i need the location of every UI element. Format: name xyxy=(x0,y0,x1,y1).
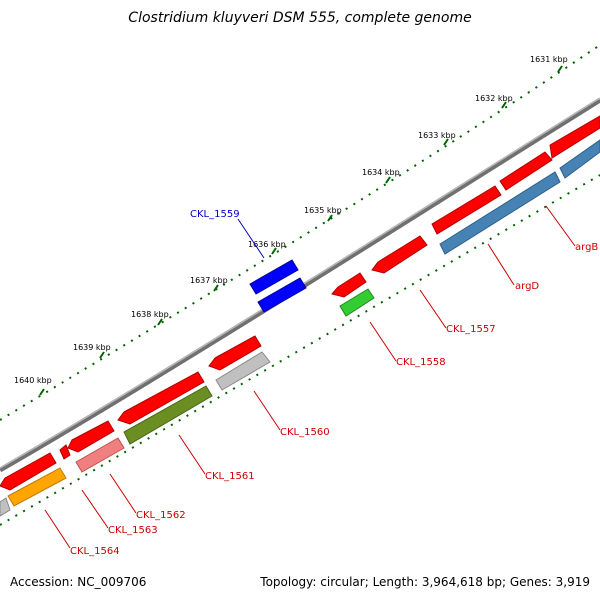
cds-arrow-argD[interactable] xyxy=(439,171,561,255)
topology-value: circular xyxy=(320,575,365,589)
forward-strand-genes xyxy=(0,115,600,491)
tick-label: 1634 kbp xyxy=(362,168,400,177)
reverse-strand-genes xyxy=(0,139,600,517)
cds-arrow-CKL_1558[interactable] xyxy=(339,288,375,317)
major-ticks xyxy=(39,65,563,396)
cds-arrow-CKL_1561[interactable] xyxy=(123,385,213,445)
cds-arrow-CKL_1563[interactable] xyxy=(75,437,125,473)
cds-arrow-fwd[interactable] xyxy=(431,185,502,235)
cds-arrow-CKL_1562-fwd[interactable] xyxy=(67,420,115,453)
major-tick xyxy=(157,318,163,326)
leader-CKL_1561 xyxy=(178,434,206,475)
tick-label: 1631 kbp xyxy=(530,55,568,64)
cds-arrow-CKL_1560[interactable] xyxy=(215,351,271,391)
tick-label: 1633 kbp xyxy=(418,131,456,140)
leader-CKL_1559 xyxy=(237,218,265,259)
cds-arrow-CKL_1559-a[interactable] xyxy=(249,259,299,295)
leader-CKL_1558 xyxy=(369,321,397,362)
outer-tick-arc xyxy=(0,44,600,421)
accession-label: Accession: xyxy=(10,575,74,589)
cds-arrow-CKL_1558-fwd[interactable] xyxy=(331,272,367,298)
gene-label-CKL_1561[interactable]: CKL_1561 xyxy=(205,471,255,482)
tick-label: 1638 kbp xyxy=(131,310,169,319)
major-tick xyxy=(99,351,105,359)
leader-CKL_1557 xyxy=(419,289,447,329)
cds-arrow-CKL_1564-fwd[interactable] xyxy=(0,452,57,491)
cds-arrow-CKL_1557[interactable] xyxy=(371,235,428,274)
label-leaders xyxy=(44,205,576,549)
tick-label: 1640 kbp xyxy=(14,376,52,385)
leader-argD xyxy=(487,243,515,286)
accession-value: NC_009706 xyxy=(77,575,147,589)
genes-label: Genes: xyxy=(509,575,552,589)
cds-arrow-argB-fwd[interactable] xyxy=(549,115,600,159)
gene-CKL_1559-group xyxy=(249,259,307,313)
cds-arrow-CKL_1560-fwd[interactable] xyxy=(208,335,262,371)
leader-argB xyxy=(545,205,576,247)
cds-arrow-small-fwd[interactable] xyxy=(59,444,71,460)
leader-CKL_1560 xyxy=(253,390,281,431)
gene-label-CKL_1564[interactable]: CKL_1564 xyxy=(70,546,120,557)
tick-label: 1636 kbp xyxy=(248,240,286,249)
leader-CKL_1562 xyxy=(109,473,137,514)
accession-info: Accession: NC_009706 xyxy=(10,575,146,589)
gene-label-CKL_1559[interactable]: CKL_1559 xyxy=(190,209,240,220)
gene-label-argB[interactable]: argB xyxy=(575,242,598,253)
major-tick xyxy=(501,101,507,109)
leader-CKL_1564 xyxy=(44,509,71,549)
leader-CKL_1563 xyxy=(81,489,109,529)
tick-label: 1637 kbp xyxy=(190,276,228,285)
cds-arrow-argB[interactable] xyxy=(559,139,600,179)
gene-labels: argB argD CKL_1557 CKL_1558 CKL_1559 CKL… xyxy=(70,209,598,557)
tick-label: 1632 kbp xyxy=(475,94,513,103)
major-tick xyxy=(213,284,219,292)
length-value: 3,964,618 bp xyxy=(421,575,502,589)
genes-value: 3,919 xyxy=(555,575,590,589)
major-tick xyxy=(443,138,449,146)
gene-label-CKL_1557[interactable]: CKL_1557 xyxy=(446,324,496,335)
length-label: Length: xyxy=(372,575,419,589)
page-title: Clostridium kluyveri DSM 555, complete g… xyxy=(128,10,472,26)
cds-arrow-edge[interactable] xyxy=(0,497,11,517)
gene-label-argD[interactable]: argD xyxy=(515,281,539,292)
cds-arrow-CKL_1561-fwd[interactable] xyxy=(117,371,205,425)
major-tick xyxy=(39,388,45,396)
major-tick xyxy=(327,214,333,222)
gene-label-CKL_1562[interactable]: CKL_1562 xyxy=(136,510,186,521)
tick-label: 1635 kbp xyxy=(304,206,342,215)
tick-label: 1639 kbp xyxy=(73,343,111,352)
major-tick xyxy=(385,176,391,184)
cds-arrow-CKL_1559-b[interactable] xyxy=(257,277,307,313)
cds-arrow-CKL_1564[interactable] xyxy=(7,467,67,507)
gene-label-CKL_1560[interactable]: CKL_1560 xyxy=(280,427,330,438)
genome-stats: Topology: circular; Length: 3,964,618 bp… xyxy=(260,575,590,589)
cds-arrow-argD-fwd[interactable] xyxy=(499,151,553,191)
gene-label-CKL_1563[interactable]: CKL_1563 xyxy=(108,525,158,536)
topology-label: Topology: xyxy=(260,575,317,589)
gene-label-CKL_1558[interactable]: CKL_1558 xyxy=(396,357,446,368)
major-tick xyxy=(557,65,563,73)
major-tick xyxy=(271,247,277,255)
